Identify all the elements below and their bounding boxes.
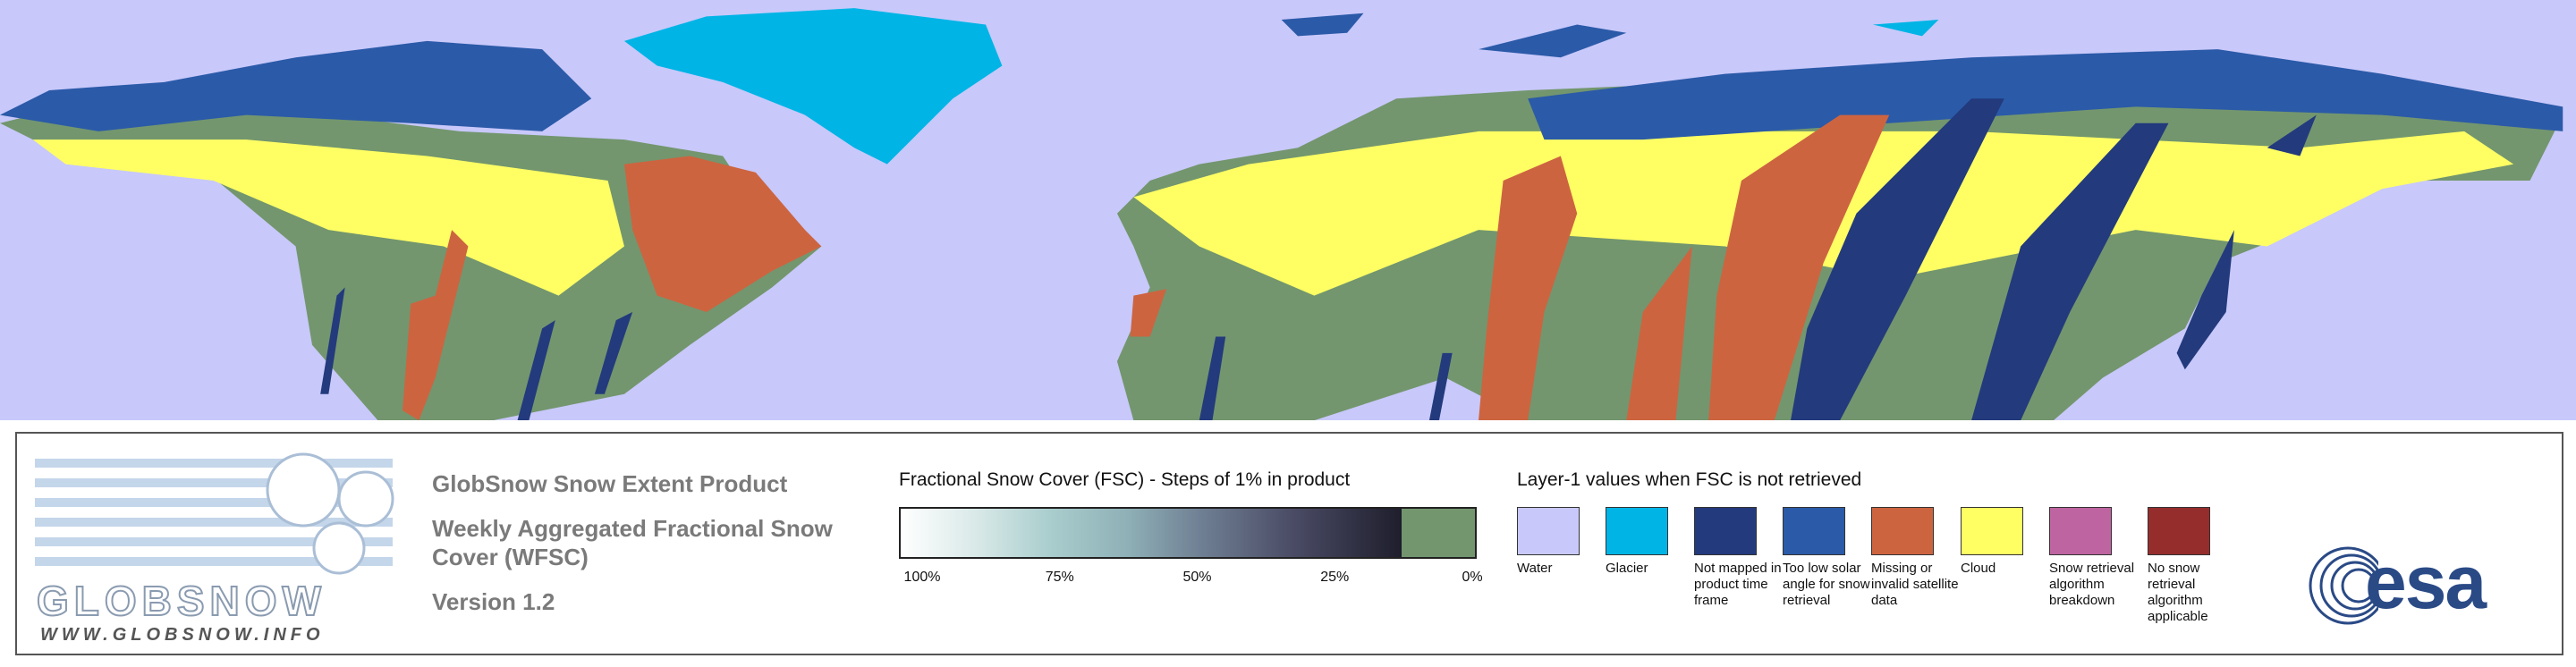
layer1-swatch — [1783, 507, 1845, 555]
layer1-label: Too low solar angle for snow retrieval — [1783, 561, 1870, 608]
fsc-tick-label: 25% — [1320, 570, 1350, 585]
product-version: Version 1.2 — [432, 588, 555, 615]
logo-graphic — [35, 452, 394, 575]
fsc-colorbar — [899, 507, 1477, 559]
layer1-swatch — [2148, 507, 2210, 555]
fsc-tick-label: 0% — [1462, 570, 1483, 585]
layer1-swatch — [2049, 507, 2112, 555]
layer1-item: Too low solar angle for snow retrieval — [1783, 507, 1872, 609]
esa-logo: esa — [2365, 540, 2487, 624]
legend-panel: GLOBSNOW WWW.GLOBSNOW.INFO GlobSnow Snow… — [15, 432, 2563, 655]
layer1-swatch — [1606, 507, 1668, 555]
product-title: GlobSnow Snow Extent Product — [432, 470, 788, 497]
layer1-item: Water — [1517, 507, 1606, 577]
layer1-label: Glacier — [1606, 561, 1648, 576]
layer1-title: Layer-1 values when FSC is not retrieved — [1517, 469, 1862, 490]
product-subtitle: Weekly Aggregated Fractional Snow Cover … — [432, 515, 833, 570]
fsc-tick-label: 75% — [1045, 570, 1074, 585]
layer1-swatch — [1871, 507, 1934, 555]
logo-url: WWW.GLOBSNOW.INFO — [40, 625, 325, 645]
layer1-label: Snow retrieval algorithm breakdown — [2049, 561, 2135, 608]
layer1-swatch — [1961, 507, 2023, 555]
fsc-tick-label: 50% — [1182, 570, 1212, 585]
layer1-label: Missing or invalid satellite data — [1871, 561, 1959, 608]
layer1-item: Snow retrieval algorithm breakdown — [2049, 507, 2139, 609]
layer1-item: Cloud — [1961, 507, 2050, 577]
snow-free-swatch — [1402, 509, 1475, 557]
layer1-item: Glacier — [1606, 507, 1695, 577]
snow-map — [0, 0, 2576, 420]
fsc-gradient — [901, 509, 1402, 557]
layer1-label: No snow retrieval algorithm applicable — [2148, 561, 2208, 624]
logo-name: GLOBSNOW — [36, 577, 326, 625]
layer1-label: Water — [1517, 561, 1553, 576]
layer1-item: Missing or invalid satellite data — [1871, 507, 1961, 609]
layer1-item: Not mapped in product time frame — [1694, 507, 1784, 609]
layer1-label: Not mapped in product time frame — [1694, 561, 1782, 608]
esa-swirl — [2309, 546, 2378, 625]
scale-title: Fractional Snow Cover (FSC) - Steps of 1… — [899, 469, 1351, 490]
layer1-item: No snow retrieval algorithm applicable — [2148, 507, 2237, 625]
layer1-swatch — [1694, 507, 1757, 555]
land — [0, 8, 2563, 420]
layer1-swatch — [1517, 507, 1580, 555]
fsc-tick-label: 100% — [903, 570, 941, 585]
layer1-label: Cloud — [1961, 561, 1996, 576]
